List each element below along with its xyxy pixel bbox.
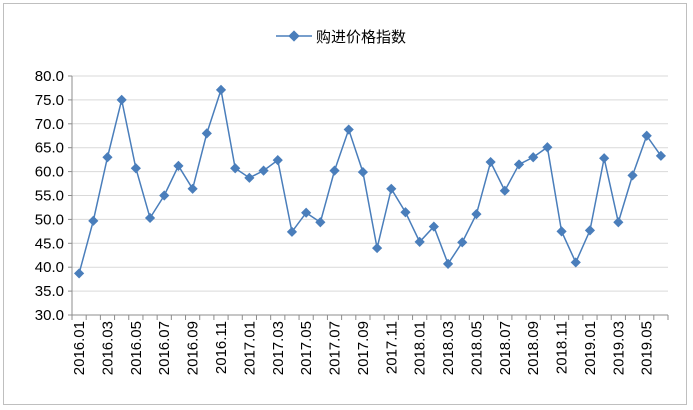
x-tick-label: 2016.01 [71,321,88,375]
x-tick-label: 2017.01 [241,321,258,375]
chart-svg: 购进价格指数 30.0 35.0 40.0 45.0 50.0 55.0 60.0 65.0 7… [35,28,669,375]
x-tick-label: 2018.01 [412,321,429,375]
data-point [201,128,212,139]
y-tick-label: 65.0 [35,140,64,157]
y-tick-label: 80.0 [35,68,64,85]
data-point [187,183,198,194]
data-point [74,268,85,279]
x-tick-label: 2019.03 [610,321,627,375]
data-point [244,172,255,183]
legend-diamond-marker [288,30,300,42]
x-tick-label: 2017.11 [383,321,400,374]
data-point [570,257,581,268]
data-point [528,152,539,163]
x-tick-label: 2018.09 [525,321,542,375]
data-point [613,217,624,228]
data-point [116,94,127,105]
y-tick-label: 50.0 [35,211,64,228]
data-point [329,165,340,176]
x-tick-label: 2018.11 [554,321,571,374]
data-point [457,237,468,248]
x-axis-tick-labels: 2016.01 2016.03 2016.05 2016.07 2016.09 2016.… [71,321,656,375]
axes [68,75,669,320]
data-point [357,166,368,178]
x-tick-label: 2017.05 [298,321,315,375]
x-tick-label: 2019.01 [582,321,599,375]
data-point [556,226,567,237]
data-point [173,160,184,171]
x-tick-label: 2016.11 [213,321,230,374]
y-tick-label: 55.0 [35,188,64,205]
data-point [499,185,510,196]
y-tick-label: 45.0 [35,235,64,252]
x-tick-label: 2017.09 [355,321,372,375]
x-tick-label: 2018.03 [440,321,457,375]
x-tick-label: 2018.05 [468,321,485,375]
data-point [485,156,496,168]
data-point [599,153,610,164]
data-point [88,215,99,226]
data-point [215,84,227,95]
x-tick-label: 2017.07 [327,321,344,375]
x-tick-label: 2016.05 [128,321,145,375]
data-point [542,142,553,153]
data-point [584,225,596,236]
x-tick-label: 2018.07 [497,321,514,375]
y-tick-label: 35.0 [35,283,64,300]
data-point [315,217,326,228]
x-tick-label: 2019.05 [639,321,656,375]
x-tick-label: 2016.09 [185,321,202,375]
data-point [471,209,482,220]
y-tick-label: 60.0 [35,164,64,181]
data-point [301,207,312,218]
x-tick-label: 2017.03 [270,321,287,375]
legend-series-name: 购进价格指数 [316,28,406,46]
series-layer [74,84,666,279]
y-tick-label: 70.0 [35,116,64,133]
chart-frame: 购进价格指数 30.0 35.0 40.0 45.0 50.0 55.0 60.0 65.0 7… [3,3,687,405]
legend: 购进价格指数 [276,28,406,46]
data-point [400,207,411,218]
gridlines [72,75,668,292]
data-point [258,165,269,176]
data-point [159,190,170,201]
data-point [386,183,397,194]
data-point [102,152,113,163]
y-tick-label: 30.0 [35,307,64,324]
data-point [343,124,354,135]
y-tick-label: 40.0 [35,259,64,276]
y-tick-label: 75.0 [35,92,64,109]
data-point [414,236,425,247]
data-point [144,212,156,224]
x-tick-label: 2016.03 [99,321,116,375]
data-point [372,242,383,254]
x-tick-label: 2016.07 [156,321,173,375]
data-point [655,150,666,161]
y-axis-tick-labels: 30.0 35.0 40.0 45.0 50.0 55.0 60.0 65.0 70.0 75.0… [35,68,64,324]
data-point [513,159,525,170]
data-point [442,258,454,269]
data-point [641,130,652,141]
series-line [78,89,662,274]
